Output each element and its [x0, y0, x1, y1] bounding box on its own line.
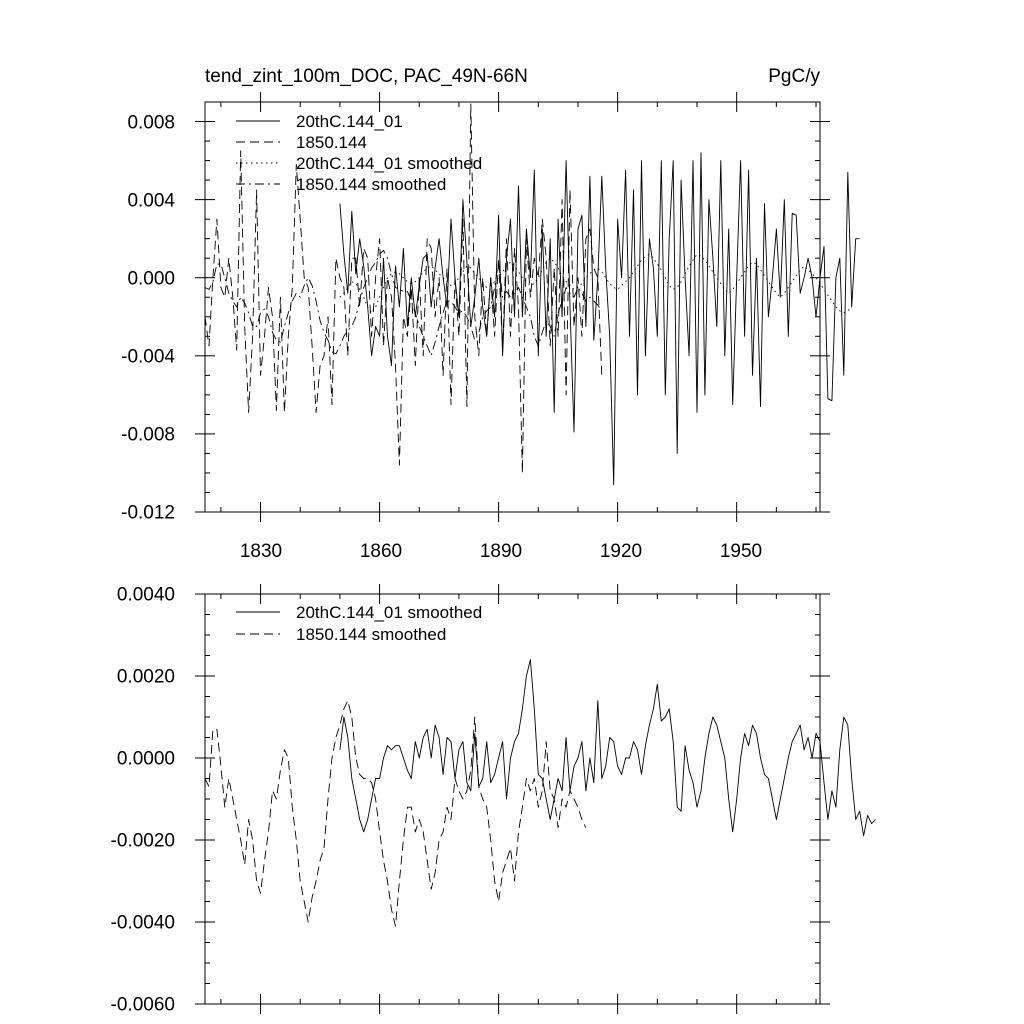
- legend-bottom: 20thC.144_01 smoothed 1850.144 smoothed: [236, 603, 482, 644]
- top-series-group: [204, 103, 860, 486]
- top-panel: tend_zint_100m_DOC, PAC_49N-66N PgC/y 0.…: [121, 66, 860, 562]
- series-line-20thc-144-01-smoothed: [339, 253, 853, 314]
- x-tick-label: 1830: [240, 541, 282, 562]
- y-tick-label: -0.004: [121, 347, 175, 368]
- y-tick-label: -0.0040: [111, 913, 175, 934]
- y-tick-label: 0.0000: [117, 749, 175, 770]
- top-axis-ticks: [195, 92, 830, 522]
- y-tick-label: 0.0040: [117, 585, 175, 606]
- series-line-20thc-144-01-smoothed: [339, 659, 876, 837]
- bottom-panel: 0.0040 0.0020 0.0000 -0.0020 -0.0040 -0.…: [111, 584, 876, 1016]
- x-tick-label: 1860: [360, 541, 402, 562]
- legend-label: 20thC.144_01: [296, 112, 403, 131]
- units-label: PgC/y: [768, 66, 820, 87]
- x-tick-label: 1890: [480, 541, 522, 562]
- x-tick-label: 1950: [720, 541, 762, 562]
- legend-label: 1850.144 smoothed: [296, 625, 446, 644]
- plot-frame-top: [204, 101, 821, 513]
- y-tick-label: -0.0060: [111, 995, 175, 1016]
- y-tick-label: -0.008: [121, 425, 175, 446]
- series-line-1850-144-smoothed: [204, 249, 603, 357]
- chart-title: tend_zint_100m_DOC, PAC_49N-66N: [205, 66, 528, 87]
- y-tick-label: -0.012: [121, 503, 175, 524]
- y-tick-label: 0.008: [127, 113, 175, 134]
- bottom-axis-ticks: [195, 584, 830, 1014]
- y-tick-label: 0.000: [127, 269, 175, 290]
- legend-label: 1850.144: [296, 133, 367, 152]
- y-tick-label: 0.004: [127, 191, 175, 212]
- x-tick-label: 1920: [600, 541, 642, 562]
- legend-label: 1850.144 smoothed: [296, 175, 446, 194]
- y-tick-label: 0.0020: [117, 667, 175, 688]
- series-line-1850-144-smoothed: [204, 700, 587, 927]
- legend-label: 20thC.144_01 smoothed: [296, 154, 482, 173]
- legend-top: 20thC.144_01 1850.144 20thC.144_01 smoot…: [236, 112, 482, 194]
- legend-label: 20thC.144_01 smoothed: [296, 603, 482, 622]
- bottom-series-group: [204, 659, 876, 927]
- y-tick-label: -0.0020: [111, 831, 175, 852]
- plot-frame-bottom: [204, 593, 821, 1005]
